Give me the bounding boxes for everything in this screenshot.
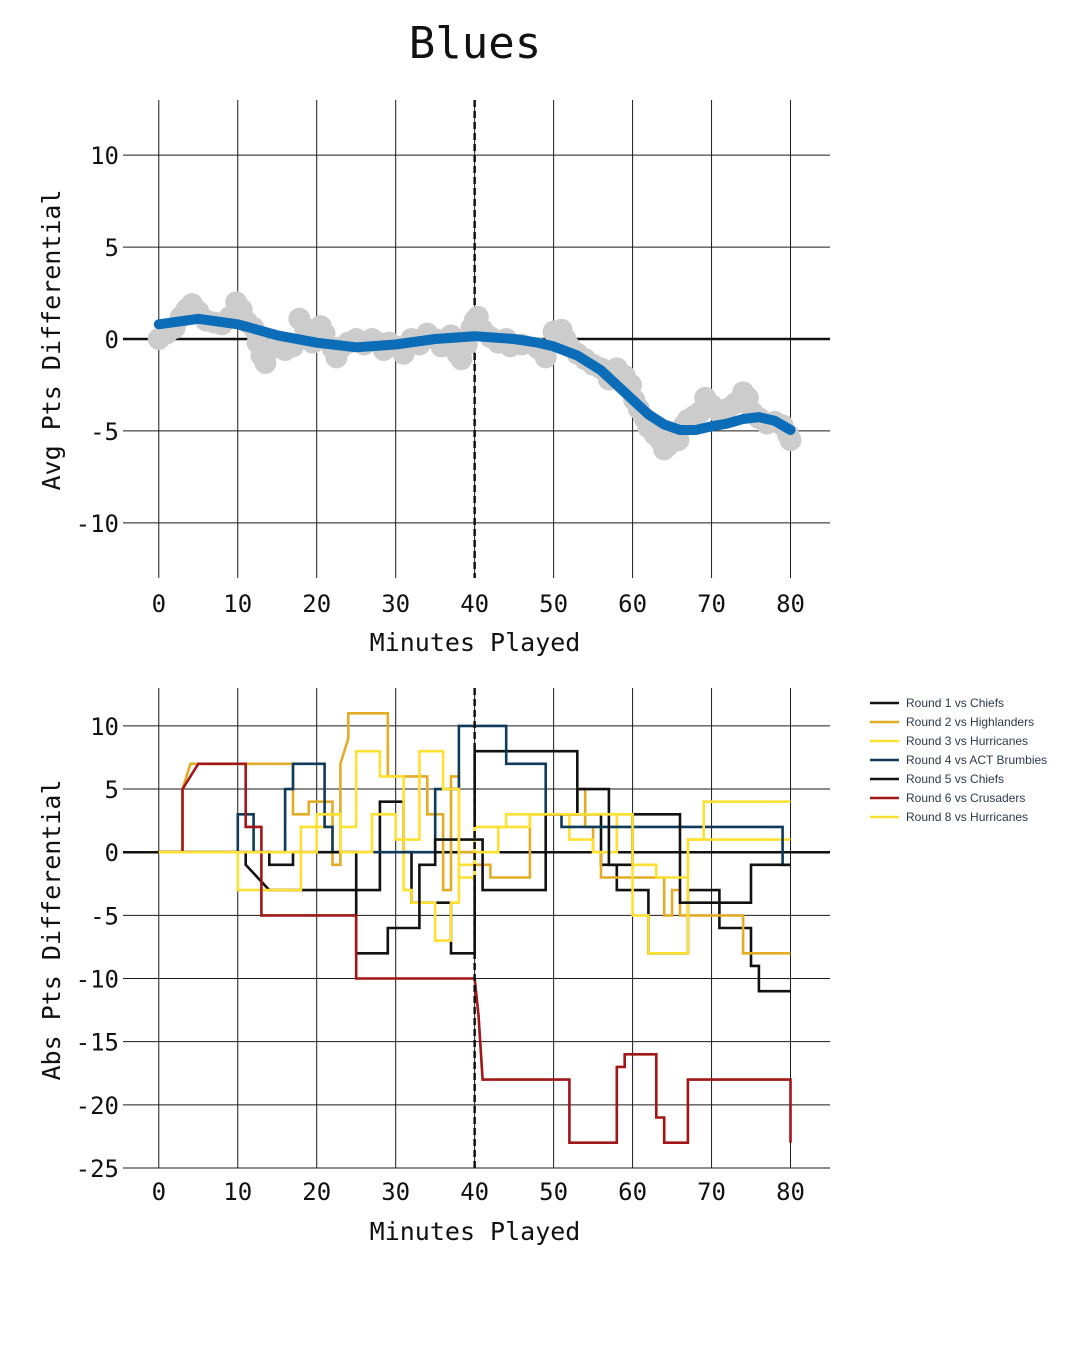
scatter-point (534, 346, 557, 369)
scatter-point (779, 429, 802, 452)
top-x-tick-label: 10 (223, 590, 252, 618)
series-line-round-7 (158, 749, 791, 879)
bottom-plot-series-lines (158, 712, 792, 1144)
top-plot-trend-line (153, 313, 796, 435)
bottom-x-tick-label: 80 (776, 1178, 805, 1206)
bottom-x-tick-label: 20 (302, 1178, 331, 1206)
bottom-y-tick-label: -15 (76, 1029, 119, 1057)
bottom-x-tick-label: 70 (697, 1178, 726, 1206)
top-y-tick-label: 0 (105, 326, 119, 354)
bottom-plot-y-axis-label: Abs Pts Differential (37, 779, 66, 1080)
top-y-tick-label: -10 (76, 510, 119, 538)
chart-title: Blues (409, 18, 541, 69)
top-x-tick-label: 60 (618, 590, 647, 618)
series-line-round-6 (158, 762, 792, 1144)
top-y-tick-label: -5 (90, 418, 119, 446)
top-y-tick-label: 10 (90, 142, 119, 170)
bottom-y-tick-label: -20 (76, 1092, 119, 1120)
top-x-tick-label: 40 (460, 590, 489, 618)
bottom-x-tick-label: 40 (460, 1178, 489, 1206)
legend-entry-label: Round 3 vs Hurricanes (906, 734, 1028, 748)
bottom-x-tick-label: 30 (381, 1178, 410, 1206)
bottom-plot-y-ticks: 10 5 0 -5 -10 -15 -20 -25 (76, 713, 119, 1183)
bottom-y-tick-label: 5 (105, 776, 119, 804)
bottom-y-tick-label: 0 (105, 839, 119, 867)
top-x-tick-label: 80 (776, 590, 805, 618)
top-y-tick-label: 5 (105, 234, 119, 262)
bottom-y-tick-label: -25 (76, 1155, 119, 1183)
top-x-tick-label: 50 (539, 590, 568, 618)
legend-entry-label: Round 2 vs Highlanders (906, 715, 1034, 729)
top-plot-x-ticks: 0 10 20 30 40 50 60 70 80 (152, 590, 805, 618)
bottom-x-tick-label: 0 (152, 1178, 166, 1206)
legend-entry-label: Round 4 vs ACT Brumbies (906, 753, 1047, 767)
top-plot-x-axis-label: Minutes Played (370, 628, 581, 657)
legend-entry-label: Round 5 vs Chiefs (906, 772, 1004, 786)
bottom-x-tick-label: 50 (539, 1178, 568, 1206)
bottom-y-tick-label: -5 (90, 902, 119, 930)
bottom-x-tick-label: 60 (618, 1178, 647, 1206)
top-x-tick-label: 0 (152, 590, 166, 618)
top-plot-y-ticks: 10 5 0 -5 -10 (76, 142, 119, 538)
bottom-plot-x-axis-label: Minutes Played (370, 1217, 581, 1246)
legend-entry-label: Round 1 vs Chiefs (906, 696, 1004, 710)
legend-entry-label: Round 6 vs Crusaders (906, 791, 1025, 805)
bottom-plot-x-ticks: 0 10 20 30 40 50 60 70 80 (152, 1178, 805, 1206)
legend-entry-label: Round 8 vs Hurricanes (906, 810, 1028, 824)
top-plot-y-axis-label: Avg Pts Differential (37, 189, 66, 490)
bottom-x-tick-label: 10 (223, 1178, 252, 1206)
top-x-tick-label: 70 (697, 590, 726, 618)
series-line-round-5 (158, 787, 791, 955)
top-x-tick-label: 20 (302, 590, 331, 618)
legend: Round 1 vs Chiefs Round 2 vs Highlanders R… (870, 696, 1047, 824)
bottom-y-tick-label: -10 (76, 966, 119, 994)
bottom-y-tick-label: 10 (90, 713, 119, 741)
top-x-tick-label: 30 (381, 590, 410, 618)
